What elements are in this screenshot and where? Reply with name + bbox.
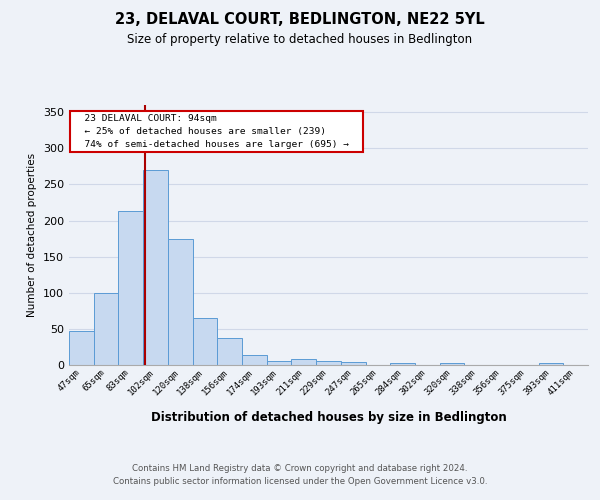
Text: Contains public sector information licensed under the Open Government Licence v3: Contains public sector information licen… — [113, 478, 487, 486]
Bar — [390, 363, 415, 365]
X-axis label: Distribution of detached houses by size in Bedlington: Distribution of detached houses by size … — [151, 411, 506, 424]
Bar — [168, 238, 193, 365]
Bar — [539, 363, 563, 365]
Bar — [143, 170, 168, 365]
Bar — [242, 355, 267, 365]
Bar — [217, 338, 242, 365]
Text: Size of property relative to detached houses in Bedlington: Size of property relative to detached ho… — [127, 32, 473, 46]
Y-axis label: Number of detached properties: Number of detached properties — [28, 153, 37, 317]
Text: Contains HM Land Registry data © Crown copyright and database right 2024.: Contains HM Land Registry data © Crown c… — [132, 464, 468, 473]
Text: 23, DELAVAL COURT, BEDLINGTON, NE22 5YL: 23, DELAVAL COURT, BEDLINGTON, NE22 5YL — [115, 12, 485, 28]
Bar — [118, 211, 143, 365]
Bar — [292, 359, 316, 365]
Bar — [94, 293, 118, 365]
Bar — [316, 362, 341, 365]
Text: 23 DELAVAL COURT: 94sqm  
  ← 25% of detached houses are smaller (239)  
  74% o: 23 DELAVAL COURT: 94sqm ← 25% of detache… — [73, 114, 360, 149]
Bar — [440, 363, 464, 365]
Bar — [193, 318, 217, 365]
Bar — [267, 362, 292, 365]
Bar — [341, 362, 365, 365]
Bar — [69, 331, 94, 365]
